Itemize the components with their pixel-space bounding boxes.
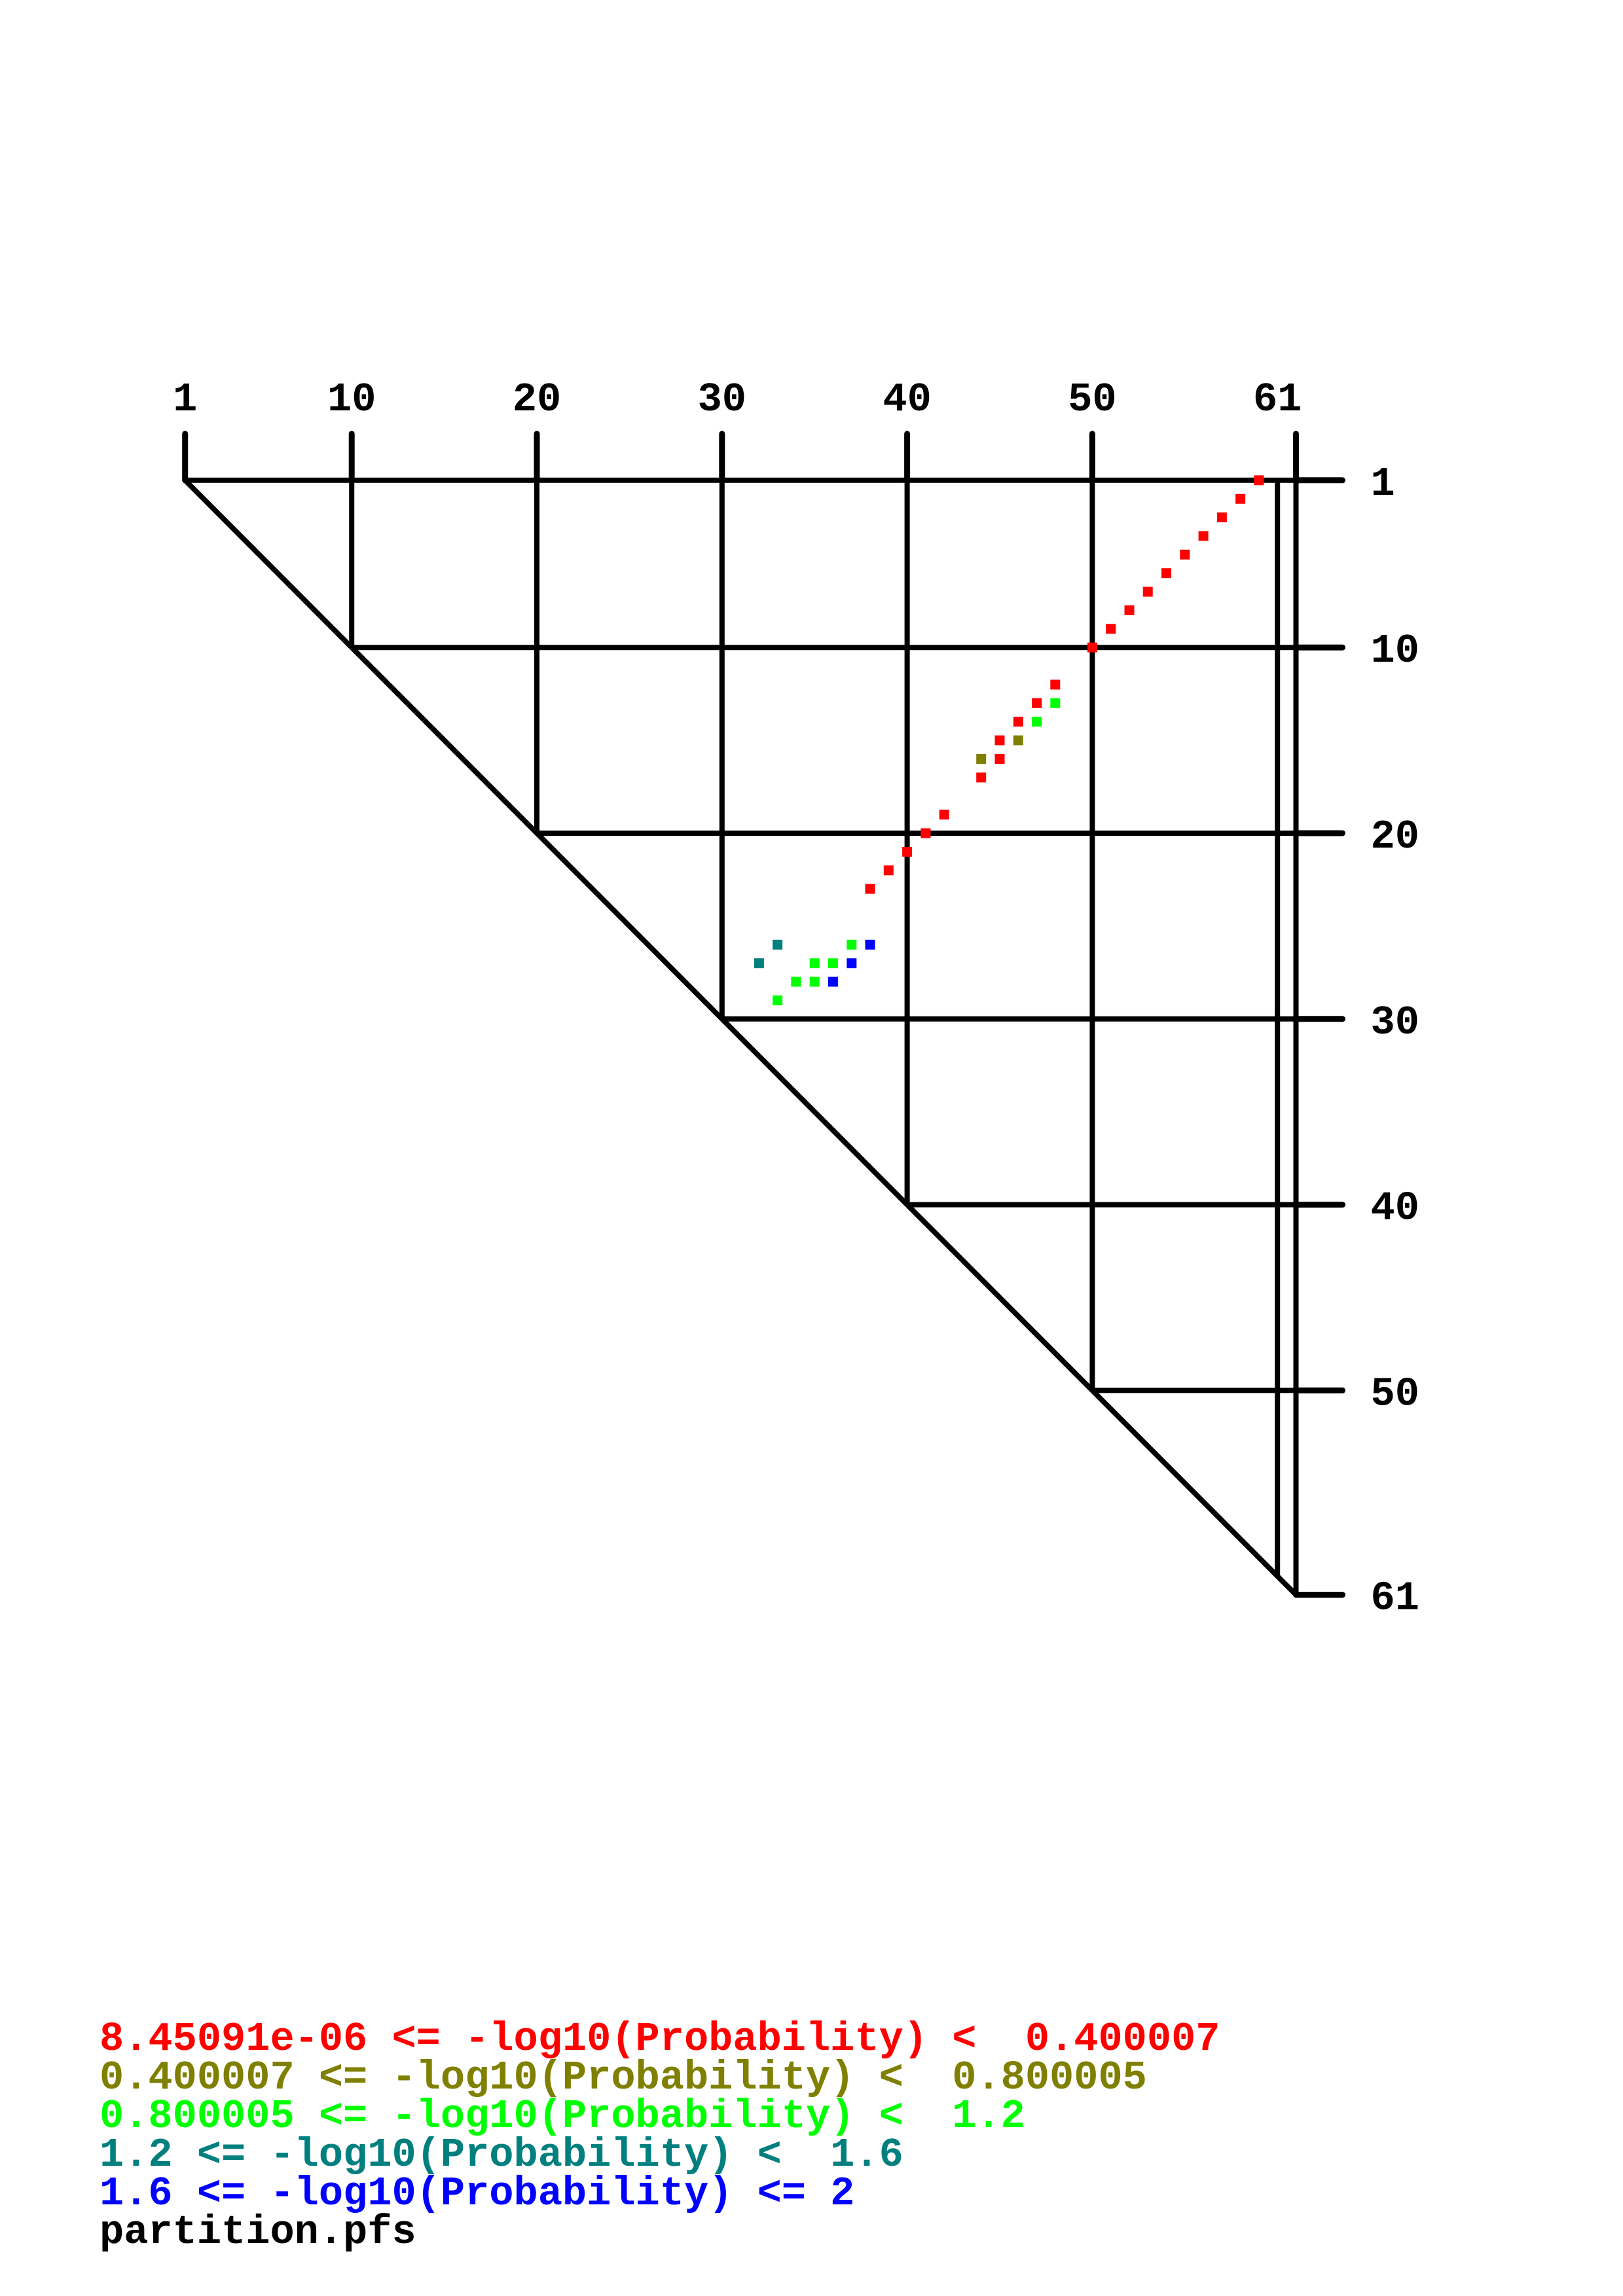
svg-text:61: 61 [1371,1575,1419,1622]
svg-text:40: 40 [1371,1185,1419,1232]
svg-text:50: 50 [1371,1371,1419,1417]
svg-text:30: 30 [698,376,746,423]
svg-text:30: 30 [1371,999,1419,1046]
svg-text:1: 1 [173,376,197,423]
svg-text:10: 10 [1371,628,1419,674]
svg-text:40: 40 [883,376,931,423]
svg-text:partition.pfs: partition.pfs [100,2209,416,2255]
svg-text:1: 1 [1371,461,1395,507]
svg-text:20: 20 [1371,814,1419,860]
svg-text:61: 61 [1253,376,1302,423]
svg-text:50: 50 [1068,376,1116,423]
svg-text:20: 20 [513,376,561,423]
svg-text:10: 10 [327,376,376,423]
